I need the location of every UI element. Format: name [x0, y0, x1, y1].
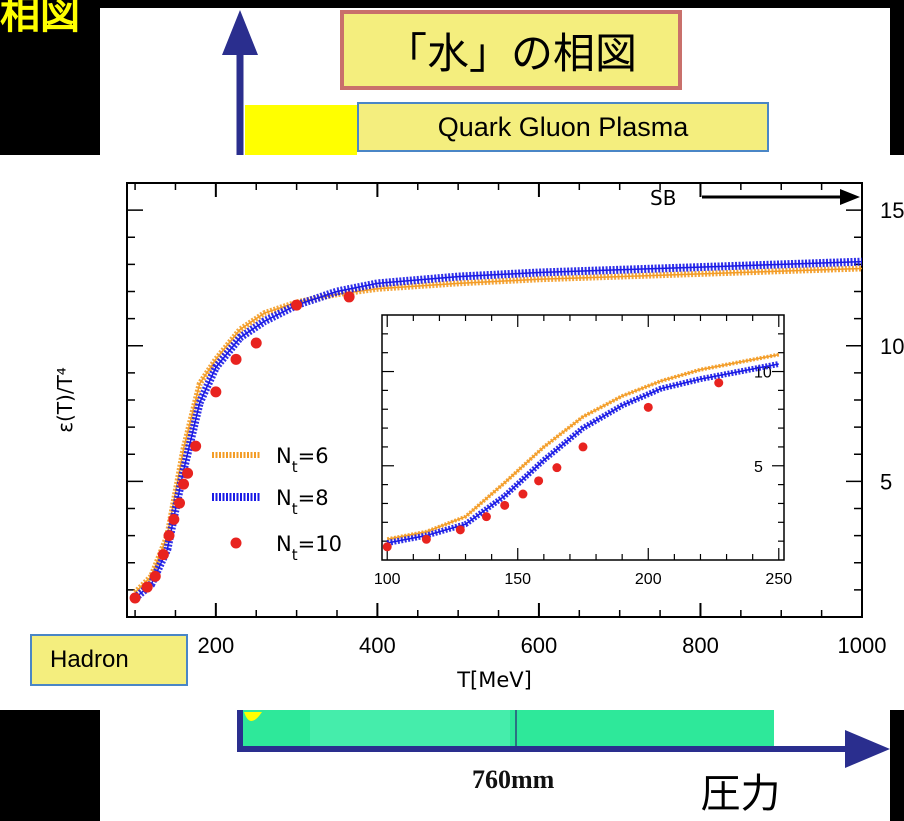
- inset-y-tick-label: 5: [754, 459, 763, 476]
- legend-value: =6: [298, 444, 329, 468]
- inset-x-tick-label: 200: [635, 571, 662, 588]
- inset-nt10-point: [500, 500, 510, 510]
- pressure-760mm-label: 760mm: [472, 765, 555, 794]
- right-arrow-icon: [845, 730, 890, 768]
- inset-nt10-point: [481, 512, 491, 522]
- legend-value: =8: [298, 486, 329, 510]
- inset-x-tick-label: 100: [374, 571, 401, 588]
- inset-background: [378, 311, 820, 590]
- nt10-point: [157, 549, 169, 561]
- inset-nt6-line: [387, 353, 779, 541]
- yellow-phase-corner: [244, 712, 262, 721]
- nt10-point: [129, 592, 141, 604]
- legend-subscript: t: [292, 458, 298, 476]
- inset-nt10-point: [534, 476, 544, 486]
- nt10-point: [168, 513, 180, 525]
- inset-nt10-point: [421, 534, 431, 544]
- corner-title-fragment: 相図: [0, 0, 80, 38]
- y-right-tick-label: 5: [880, 469, 892, 494]
- sb-arrow-head: [840, 189, 860, 205]
- inset-frame: [381, 314, 785, 561]
- pressure-label: 圧力: [663, 758, 818, 821]
- y-right-tick-label: 15: [880, 198, 904, 223]
- inset-nt8-line: [387, 363, 779, 544]
- legend-value: =10: [298, 532, 342, 556]
- inset-x-tick-label: 150: [504, 571, 531, 588]
- nt10-point: [250, 337, 262, 349]
- nt10-point: [141, 581, 153, 593]
- title-callout: 「水」の相図: [340, 10, 682, 90]
- inset-nt10-point: [518, 489, 528, 499]
- nt10-point: [178, 478, 190, 490]
- legend-subscript: t: [292, 546, 298, 564]
- x-tick-label: 400: [359, 633, 396, 658]
- green-phase-highlight: [310, 710, 510, 750]
- yellow-phase-region: [245, 105, 357, 155]
- nt10-point: [190, 440, 202, 452]
- inset-nt10-point: [714, 378, 724, 388]
- nt10-point: [343, 291, 355, 303]
- sb-label: SB: [650, 186, 676, 210]
- x-tick-label: 800: [682, 633, 719, 658]
- nt10-point: [174, 497, 185, 509]
- inset-nt10-point: [455, 525, 465, 535]
- nt10-point: [163, 530, 175, 542]
- nt10-point: [291, 299, 303, 311]
- qgp-callout: Quark Gluon Plasma: [357, 102, 769, 152]
- nt10-point: [182, 467, 194, 479]
- up-arrow-icon: [222, 10, 258, 55]
- inset-nt10-point: [552, 463, 562, 473]
- nt10-point: [230, 353, 242, 365]
- inset-nt10-point: [382, 542, 392, 552]
- x-axis-label: T[MeV]: [456, 668, 532, 692]
- inset-x-tick-label: 250: [765, 571, 792, 588]
- hadron-callout: Hadron: [30, 634, 188, 686]
- x-tick-label: 200: [197, 633, 234, 658]
- inset-nt10-point: [643, 402, 653, 412]
- legend-swatch-N_t=10: [230, 537, 242, 549]
- legend-background: [205, 435, 375, 583]
- nt10-point: [210, 386, 222, 398]
- inset-nt10-point: [578, 442, 588, 452]
- legend-subscript: t: [292, 500, 298, 518]
- y-right-tick-label: 10: [880, 334, 904, 359]
- nt10-point: [149, 570, 161, 582]
- x-tick-label: 1000: [838, 633, 887, 658]
- x-tick-label: 600: [521, 633, 558, 658]
- y-axis-label: ε(T)/T⁴: [53, 367, 77, 433]
